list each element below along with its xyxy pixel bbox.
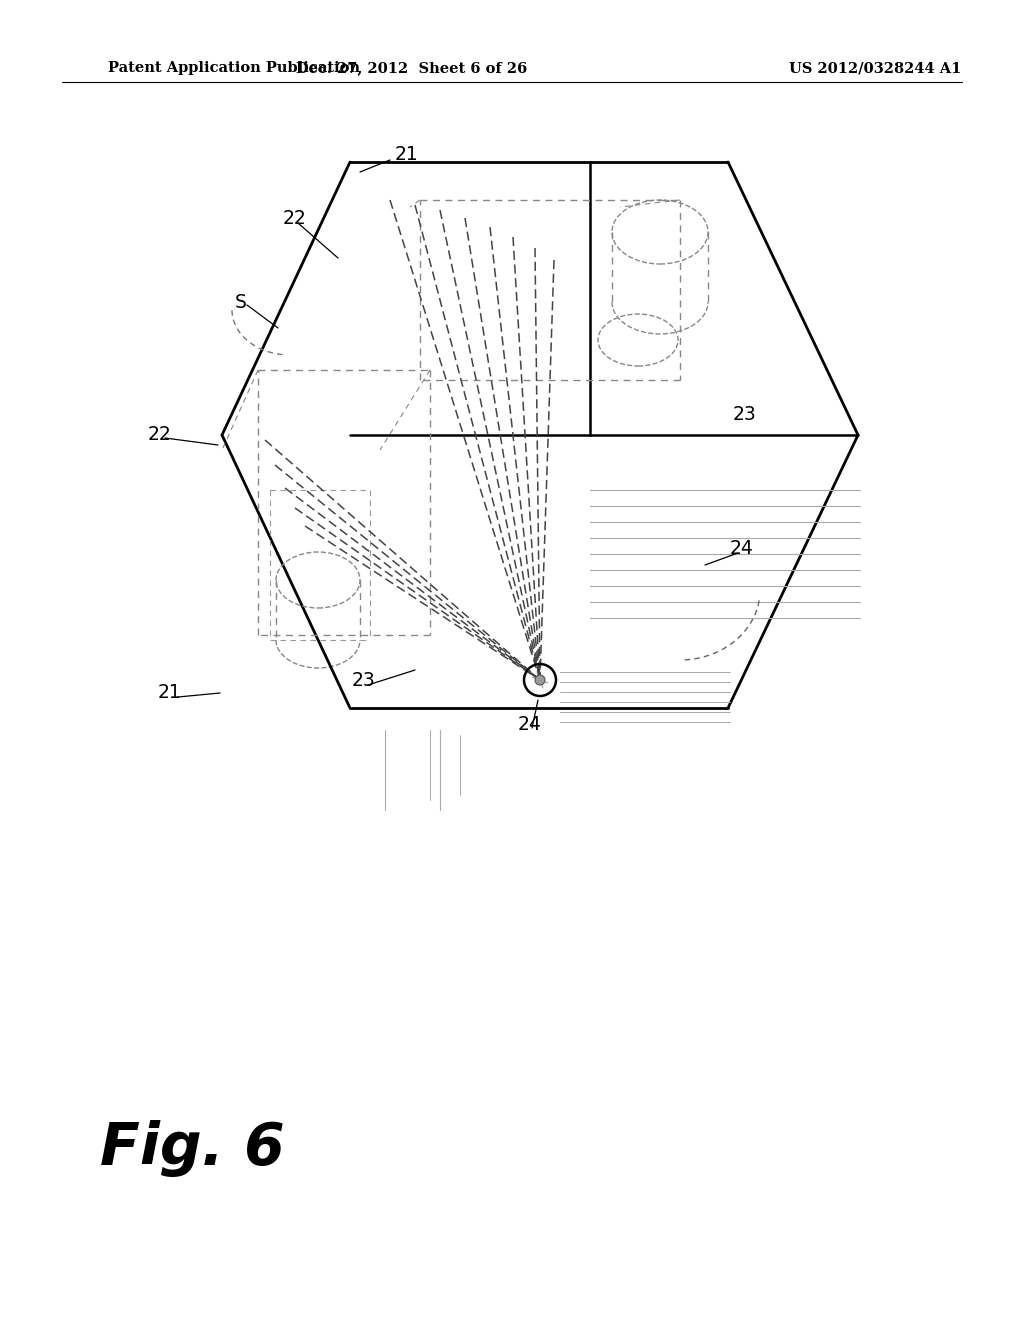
Text: 22: 22 — [283, 209, 307, 227]
Text: S: S — [234, 293, 247, 312]
Text: 24: 24 — [730, 539, 754, 557]
Text: 23: 23 — [733, 405, 757, 425]
Circle shape — [535, 675, 545, 685]
Text: 22: 22 — [148, 425, 172, 445]
Text: Fig. 6: Fig. 6 — [100, 1119, 285, 1177]
Text: 24: 24 — [518, 715, 542, 734]
Text: Patent Application Publication: Patent Application Publication — [108, 61, 360, 75]
Text: 23: 23 — [352, 671, 376, 689]
Text: Dec. 27, 2012  Sheet 6 of 26: Dec. 27, 2012 Sheet 6 of 26 — [296, 61, 527, 75]
Text: 21: 21 — [158, 684, 181, 702]
Text: 21: 21 — [395, 145, 419, 165]
Text: US 2012/0328244 A1: US 2012/0328244 A1 — [788, 61, 962, 75]
